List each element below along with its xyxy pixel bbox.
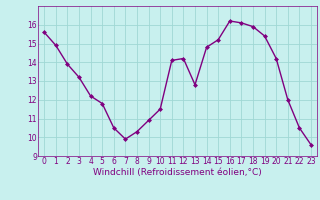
X-axis label: Windchill (Refroidissement éolien,°C): Windchill (Refroidissement éolien,°C) [93,168,262,177]
